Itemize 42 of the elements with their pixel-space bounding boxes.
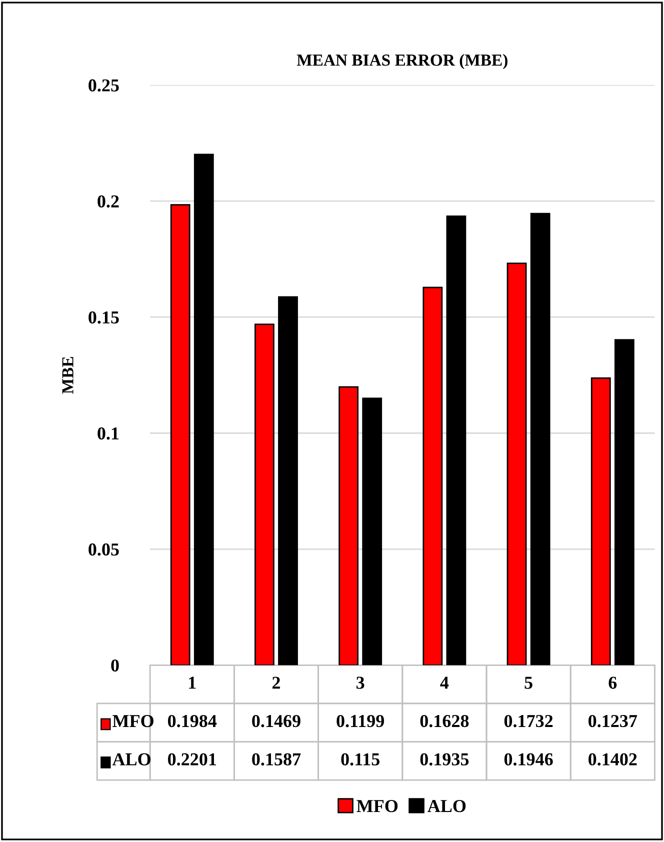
- chart-title: MEAN BIAS ERROR (MBE): [296, 54, 508, 70]
- bar: [170, 204, 190, 666]
- bar: [446, 215, 466, 666]
- bar: [278, 296, 298, 666]
- bar: [362, 398, 382, 666]
- data-label: 0.1935: [420, 753, 469, 766]
- x-tick-label: 3: [356, 676, 364, 689]
- bar: [254, 324, 274, 666]
- x-tick-label: 4: [440, 676, 449, 689]
- legend-label: MFO: [112, 715, 154, 728]
- bar: [530, 212, 550, 666]
- bar: [194, 154, 214, 666]
- x-tick-label: 5: [524, 676, 532, 689]
- data-label: 0.1237: [588, 714, 638, 728]
- data-label: 0.1469: [252, 714, 300, 728]
- bar: [338, 386, 358, 666]
- data-label: 0.1402: [588, 753, 637, 766]
- data-label: 0.2201: [168, 753, 216, 766]
- data-label: 0.1732: [504, 714, 553, 728]
- y-tick-label: 0.25: [88, 79, 119, 92]
- data-label: 0.1199: [336, 714, 384, 728]
- data-label: 0.1984: [168, 714, 217, 728]
- legend-label: ALO: [112, 753, 150, 766]
- y-tick-label: 0: [111, 659, 119, 672]
- x-tick-label: 6: [608, 676, 617, 689]
- y-axis-title: MBE: [62, 356, 74, 394]
- bar: [506, 262, 527, 666]
- y-tick-label: 0.05: [88, 543, 119, 556]
- x-tick-label: 2: [272, 676, 280, 689]
- bar: [614, 339, 634, 666]
- data-label: 0.1587: [252, 753, 301, 766]
- bar: [422, 286, 443, 666]
- data-label: 0.115: [341, 753, 380, 766]
- data-label: 0.1628: [420, 714, 469, 728]
- y-tick-label: 0.15: [88, 311, 119, 324]
- y-tick-label: 0.1: [98, 427, 119, 440]
- data-label: 0.1946: [504, 753, 553, 766]
- bar: [590, 377, 611, 666]
- y-tick-label: 0.2: [98, 195, 119, 208]
- text: MFO: [356, 800, 398, 812]
- x-tick-label: 1: [189, 676, 196, 689]
- text: ALO: [428, 800, 466, 812]
